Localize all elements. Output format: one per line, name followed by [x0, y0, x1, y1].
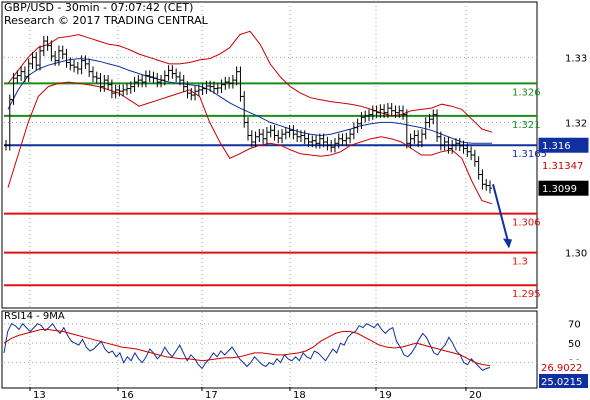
rsi-tag-box [539, 360, 588, 374]
rsi-panel [1, 310, 538, 389]
price-bars [4, 35, 492, 194]
price-panel [1, 1, 538, 309]
price-tag-box [538, 180, 589, 196]
forecast-arrow [492, 184, 512, 249]
x-tick-label: 18 [293, 390, 306, 400]
price-tick-label: 1.30 [565, 249, 587, 260]
x-tick-label: 16 [121, 390, 134, 400]
price-tick-label: 1.32 [565, 118, 587, 129]
price-tag-label: 1.316 [542, 141, 571, 152]
rsi-tick-label: 70 [568, 320, 581, 331]
rsi-tag-box [539, 374, 588, 388]
chart-copyright: Research © 2017 TRADING CENTRAL [4, 14, 208, 27]
price-tick-label: 1.33 [565, 53, 587, 64]
rsi-tag-label: 25.0215 [541, 377, 582, 388]
level-label: 1.3 [512, 257, 528, 268]
rsi-title: RSI14 - 9MA [4, 311, 65, 322]
rsi-line [3, 322, 491, 372]
rsi-tag-label: 26.9022 [541, 363, 582, 374]
price-tag-label: 1.3099 [542, 184, 577, 195]
rsi-tick-label: 50 [568, 339, 581, 350]
x-tick-label: 13 [33, 390, 46, 400]
level-label: 1.326 [512, 87, 541, 98]
x-tick-label: 17 [205, 390, 218, 400]
price-tag-box [538, 137, 589, 153]
forecast-arrowhead [503, 238, 512, 249]
price-tag-label: 1.31347 [542, 161, 583, 172]
support-resistance-levels: 1.326 1.321 1.3165 1.306 1.3 1.295 [4, 82, 547, 300]
x-tick-label: 20 [469, 390, 482, 400]
level-label: 1.3165 [512, 149, 547, 160]
level-label: 1.306 [512, 218, 541, 229]
bollinger-upper-line [7, 30, 493, 133]
price-tags: 1.316 1.31347 1.3099 26.9022 25.0215 [538, 137, 589, 388]
price-tag-box [539, 157, 588, 172]
level-label: 1.321 [512, 120, 541, 131]
bollinger-lower-line [7, 81, 493, 205]
level-label: 1.295 [512, 289, 541, 300]
rsi-ma-line [3, 329, 491, 367]
rsi-lines [3, 322, 491, 372]
chart-title: GBP/USD - 30min - 07:07:42 (CET) [4, 1, 194, 14]
forecast-line [492, 184, 509, 242]
x-tick-label: 19 [379, 390, 392, 400]
